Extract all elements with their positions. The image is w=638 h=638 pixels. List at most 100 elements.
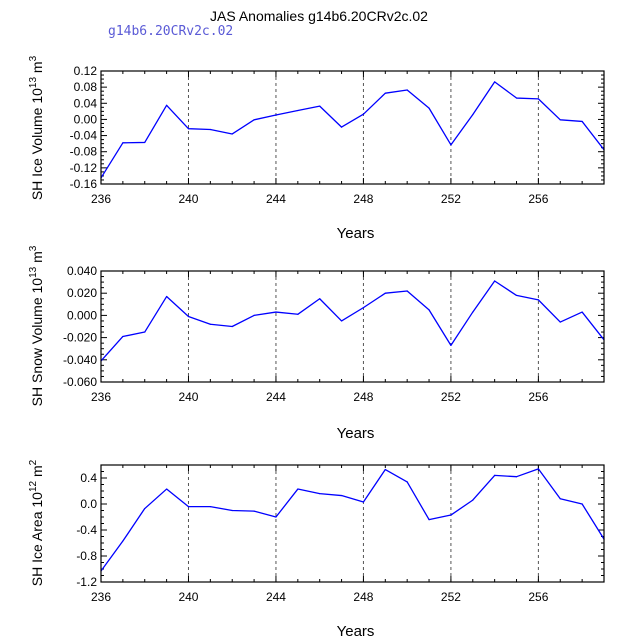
ice-area-data-point [406, 481, 408, 483]
snow-volume-y-axis-title: SH Snow Volume 1013 m3 [28, 245, 45, 406]
ice-area-data-point [537, 468, 539, 470]
snow-volume-data-point [209, 323, 211, 325]
ice-volume-data-point [297, 109, 299, 112]
ice-area-data-point [581, 503, 583, 505]
snow-volume-data-point [144, 331, 146, 333]
snow-volume-y-tick-label: -0.040 [63, 353, 97, 367]
snow-volume-x-axis-title: Years [337, 425, 375, 442]
ice-area-x-tick-label: 236 [91, 590, 111, 604]
ice-area-data-point [209, 506, 211, 508]
ice-volume-x-tick-label: 248 [353, 192, 373, 206]
ice-volume-data-point [581, 120, 583, 123]
ice-volume-data-point [384, 92, 386, 94]
ice-volume-data-point [494, 81, 496, 83]
ice-volume-series-line [100, 81, 605, 179]
snow-volume-data-point [187, 315, 190, 318]
ice-area-data-point [384, 468, 386, 471]
ice-area-data-point [559, 498, 561, 500]
snow-volume-data-point [450, 344, 452, 346]
ice-area-x-axis-title: Years [337, 623, 375, 638]
ice-volume-data-point [319, 105, 321, 107]
ice-area-data-point [515, 476, 518, 478]
snow-volume-data-point [384, 292, 386, 294]
ice-volume-data-point [122, 142, 124, 144]
ice-volume-data-point [166, 104, 168, 106]
snow-volume-data-point [537, 299, 539, 301]
ice-volume-y-axis-title: SH Ice Volume 1013 m3 [28, 55, 45, 200]
ice-volume-x-tick-label: 240 [178, 192, 198, 206]
ice-area-y-axis-title-unit: m [29, 465, 45, 481]
ice-volume-x-tick-label: 236 [91, 192, 111, 206]
ice-volume-data-point [340, 126, 343, 128]
snow-volume-data-point [362, 307, 365, 309]
snow-volume-data-point [428, 309, 430, 311]
ice-volume-data-point [515, 97, 518, 99]
ice-volume-x-tick-label: 256 [528, 192, 548, 206]
snow-volume-data-point [340, 320, 343, 322]
ice-volume-y-tick-label: 0.08 [74, 80, 98, 94]
snow-volume-data-point [231, 325, 233, 328]
ice-area-data-point [166, 488, 168, 490]
snow-volume-x-tick-label: 240 [178, 390, 198, 404]
ice-volume-data-point [428, 107, 430, 109]
ice-volume-x-axis-title: Years [337, 225, 375, 242]
ice-area-series-line [100, 468, 605, 572]
ice-volume-y-tick-label: -0.16 [70, 177, 98, 191]
snow-volume-x-tick-label: 252 [441, 390, 461, 404]
snow-volume-y-tick-label: 0.000 [67, 308, 97, 322]
snow-volume-x-tick-label: 244 [266, 390, 286, 404]
ice-area-y-tick-label: -0.8 [76, 549, 97, 563]
ice-area-data-point [494, 474, 496, 476]
snow-volume-data-point [122, 335, 124, 338]
snow-volume-plot-frame [100, 270, 605, 383]
ice-volume-data-point [144, 141, 146, 144]
snow-volume-y-tick-label: -0.020 [63, 331, 97, 345]
ice-area-y-tick-label: -1.2 [76, 575, 97, 589]
ice-volume-data-point [187, 128, 190, 130]
ice-volume-y-axis-title-unit: m [29, 61, 45, 77]
ice-volume-y-tick-label: 0.12 [74, 64, 98, 78]
figure-title: JAS Anomalies g14b6.20CRv2c.02 [210, 8, 428, 24]
ice-volume-data-point [406, 89, 408, 91]
ice-area-y-axis-title-exp: 12 [28, 480, 39, 492]
snow-volume-x-tick-label: 248 [353, 390, 373, 404]
ice-volume-data-point [275, 114, 277, 116]
snow-volume-y-tick-label: 0.020 [67, 286, 97, 300]
snow-volume-y-tick-label: 0.040 [67, 264, 97, 278]
ice-area-x-tick-label: 256 [528, 590, 548, 604]
ice-area-data-point [253, 510, 255, 512]
snow-volume-data-point [559, 321, 561, 323]
ice-area-y-axis-title-main: SH Ice Area 10 [29, 492, 45, 586]
ice-volume-data-point [362, 113, 365, 115]
ice-area-y-tick-label: -0.4 [76, 523, 97, 537]
snow-volume-data-point [515, 294, 518, 297]
ice-volume-data-point [450, 144, 452, 146]
snow-volume-data-point [581, 311, 583, 313]
ice-area-x-tick-label: 244 [266, 590, 286, 604]
ice-volume-y-tick-label: -0.04 [70, 129, 98, 143]
ice-area-data-point [275, 516, 277, 518]
ice-volume-y-axis-title-unit-exp: 3 [28, 55, 39, 61]
ice-area-y-tick-label: 0.4 [80, 471, 97, 485]
ice-volume-x-tick-label: 252 [441, 192, 461, 206]
ice-area-data-point [231, 509, 233, 512]
ice-area-data-point [319, 493, 321, 495]
snow-volume-data-point [494, 280, 496, 282]
ice-area-data-point [428, 519, 430, 521]
ice-area-x-tick-label: 252 [441, 590, 461, 604]
snow-volume-series-line [100, 280, 605, 362]
ice-area-plot-frame [100, 464, 605, 583]
ice-volume-y-tick-label: 0.00 [74, 112, 98, 126]
snow-volume-y-axis-title-unit-exp: 3 [28, 245, 39, 251]
ice-area-data-point [122, 540, 124, 542]
snow-volume-y-axis-title-unit: m [29, 251, 45, 267]
ice-volume-y-tick-label: 0.04 [74, 96, 98, 110]
ice-volume-data-point [559, 119, 561, 121]
ice-area-y-tick-label: 0.0 [80, 497, 97, 511]
snow-volume-y-axis-title-main: SH Snow Volume 10 [29, 278, 45, 407]
ice-volume-plot-frame [100, 70, 605, 185]
